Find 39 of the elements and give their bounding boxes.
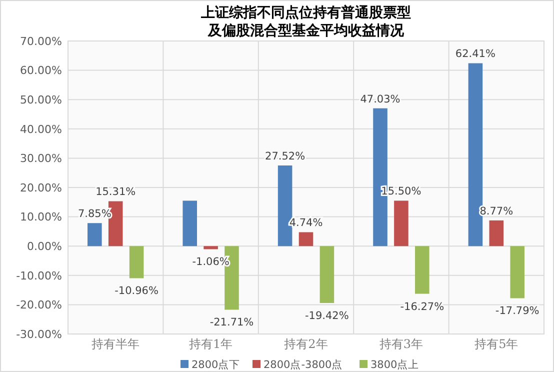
bar — [204, 246, 218, 250]
y-tick-label: 40.00% — [20, 122, 62, 136]
bar — [320, 246, 334, 303]
data-label: -10.96% — [114, 285, 158, 298]
y-tick-label: 70.00% — [20, 34, 62, 48]
y-tick-label: 20.00% — [20, 181, 62, 194]
y-tick-label: -20.00% — [16, 298, 62, 312]
y-tick-label: -10.00% — [16, 269, 62, 282]
data-label: 15.31% — [96, 186, 136, 198]
x-tick-label: 持有2年 — [284, 337, 328, 351]
y-tick-label: 60.00% — [20, 64, 62, 78]
data-label: 62.41% — [455, 48, 496, 60]
x-tick-label: 持有1年 — [188, 337, 233, 351]
data-label: 47.03% — [360, 93, 400, 106]
bar — [489, 220, 504, 246]
bar — [510, 246, 524, 298]
legend-label: 2800点下 — [192, 358, 240, 371]
bar — [88, 223, 102, 246]
bar — [182, 200, 197, 246]
x-tick-label: 持有半年 — [92, 337, 140, 351]
y-tick-label: 10.00% — [20, 210, 62, 224]
y-tick-label: 0.00% — [27, 240, 62, 253]
bar — [129, 246, 144, 278]
chart-title: 上证综指不同点位持有普通股票型及偏股混合型基金平均收益情况 — [200, 4, 411, 39]
y-tick-label: 50.00% — [20, 93, 62, 106]
x-tick-label: 持有5年 — [474, 337, 518, 351]
x-tick-label: 持有3年 — [379, 337, 424, 351]
data-label: 27.52% — [265, 150, 306, 162]
bar — [394, 200, 408, 246]
y-tick-label: -30.00% — [16, 328, 62, 341]
bar — [298, 232, 314, 246]
data-label: -16.27% — [400, 300, 444, 313]
y-tick-label: 30.00% — [20, 152, 62, 166]
data-label: -21.71% — [210, 316, 254, 329]
data-label: -17.79% — [495, 305, 540, 318]
data-label: -19.42% — [305, 310, 349, 322]
legend-label: 3800点上 — [370, 358, 420, 371]
bar — [415, 246, 430, 294]
legend-label: 2800点-3800点 — [264, 358, 343, 371]
